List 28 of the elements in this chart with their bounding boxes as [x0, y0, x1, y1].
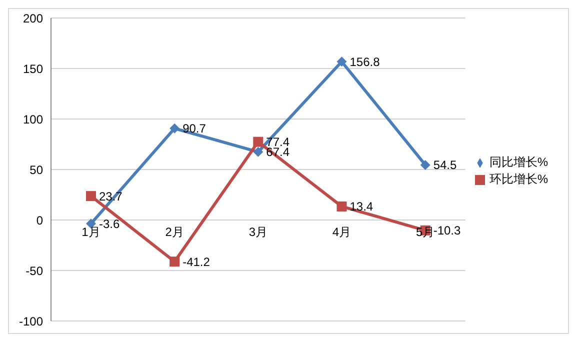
point — [170, 123, 180, 134]
data-label: 156.8 — [350, 54, 380, 69]
legend-label: 环比增长% — [489, 172, 548, 186]
y-tick-label: 100 — [22, 112, 44, 126]
data-label: -3.6 — [99, 216, 120, 231]
point — [420, 160, 430, 170]
x-tick-label: 3月 — [248, 225, 268, 239]
y-tick-label: -100 — [18, 314, 44, 328]
point — [86, 191, 96, 202]
data-label: -10.3 — [433, 224, 462, 238]
point — [336, 201, 347, 212]
point — [336, 56, 347, 67]
y-tick-label: 200 — [22, 11, 44, 26]
point — [253, 136, 264, 147]
data-label: 13.4 — [350, 200, 374, 214]
data-label: 54.5 — [433, 158, 458, 172]
legend-label: 同比增长% — [489, 155, 548, 169]
data-label: -41.2 — [182, 254, 210, 269]
y-tick-label: -50 — [26, 264, 44, 278]
y-tick-label: 0 — [36, 213, 44, 228]
data-label: 90.7 — [182, 122, 206, 136]
y-tick-label: 50 — [30, 162, 44, 177]
x-tick-label: 1月 — [82, 225, 100, 239]
x-tick-label: 4月 — [332, 225, 352, 239]
point — [170, 256, 180, 267]
point — [253, 146, 264, 157]
x-tick-label: 2月 — [165, 225, 184, 239]
y-tick-label: 150 — [22, 62, 44, 76]
